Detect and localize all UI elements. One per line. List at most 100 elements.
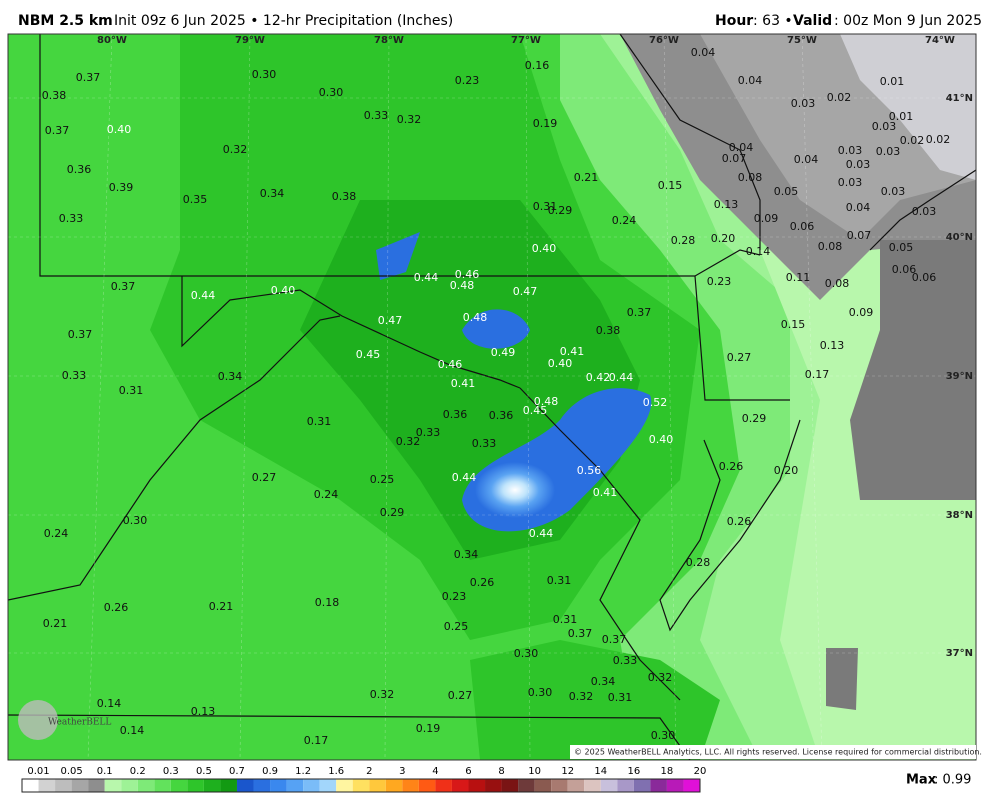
copyright: © 2025 WeatherBELL Analytics, LLC. All r…	[574, 748, 982, 757]
colorbar-tick-label: 6	[465, 766, 471, 777]
precip-label: 0.30	[514, 647, 539, 660]
precip-label: 0.01	[880, 75, 905, 88]
colorbar-tick-label: 0.7	[229, 766, 245, 777]
colorbar-swatch	[418, 779, 436, 792]
precip-label: 0.21	[209, 600, 234, 613]
precip-label: 0.38	[42, 89, 67, 102]
colorbar-swatch	[286, 779, 304, 792]
precip-label: 0.16	[525, 59, 550, 72]
colorbar-swatch	[319, 779, 337, 792]
longitude-label: 74°W	[925, 35, 955, 46]
colorbar-swatch	[170, 779, 188, 792]
colorbar-swatch	[633, 779, 651, 792]
colorbar-tick-label: 20	[694, 766, 707, 777]
colorbar-swatch	[617, 779, 634, 792]
colorbar-swatch	[303, 779, 320, 792]
precip-label: 0.33	[59, 212, 84, 225]
colorbar-swatch	[534, 779, 552, 792]
max-value: : 0.99	[934, 773, 971, 788]
precip-label: 0.27	[252, 471, 277, 484]
precip-label: 0.09	[849, 306, 874, 319]
precip-label: 0.26	[719, 460, 744, 473]
precip-label: 0.14	[97, 697, 122, 710]
precip-label: 0.31	[547, 574, 572, 587]
colorbar-swatch	[600, 779, 618, 792]
colorbar-swatch	[451, 779, 469, 792]
precip-label: 0.23	[455, 74, 480, 87]
colorbar-swatch	[270, 779, 287, 792]
valid-label: Valid	[793, 13, 832, 29]
precip-label: 0.15	[658, 179, 683, 192]
precip-label: 0.03	[881, 185, 906, 198]
precip-label: 0.37	[111, 280, 136, 293]
logo: WeatherBELL	[48, 718, 111, 728]
latitude-label: 39°N	[946, 371, 973, 382]
map-frame	[7, 33, 977, 761]
precip-label: 0.42	[586, 371, 611, 384]
precip-label: 0.03	[791, 97, 816, 110]
precip-label: 0.04	[691, 46, 716, 59]
precip-label: 0.13	[191, 705, 216, 718]
precip-label: 0.46	[455, 268, 480, 281]
longitude-label: 78°W	[374, 35, 404, 46]
colorbar-swatch	[468, 779, 486, 792]
precip-label: 0.01	[889, 110, 914, 123]
colorbar-tick-label: 1.6	[328, 766, 344, 777]
precip-label: 0.38	[332, 190, 357, 203]
precip-label: 0.20	[774, 464, 799, 477]
hour-label: Hour	[715, 13, 753, 29]
precip-label: 0.48	[534, 395, 559, 408]
colorbar-swatch	[121, 779, 138, 792]
precip-label: 0.44	[529, 527, 554, 540]
colorbar: 0.01 0.05 0.1 0.2 0.3 0.5 0.7 0.9 1.2 1.6 2 3 4 6 8 10 1…	[21, 766, 707, 793]
copyright-bg	[570, 745, 976, 759]
precip-label: 0.40	[649, 433, 674, 446]
logo-mark	[18, 700, 58, 740]
precip-label: 0.41	[451, 377, 476, 390]
precip-label: 0.23	[442, 590, 467, 603]
colorbar-tick-label: 14	[594, 766, 607, 777]
precip-label: 0.13	[820, 339, 845, 352]
precip-label: 0.02	[926, 133, 951, 146]
precip-label: 0.06	[892, 263, 917, 276]
precip-label: 0.34	[454, 548, 479, 561]
precip-label: 0.30	[528, 686, 553, 699]
colorbar-tick-label: 4	[432, 766, 438, 777]
precip-label: 0.08	[818, 240, 843, 253]
colorbar-swatch	[683, 779, 700, 792]
colorbar-swatch	[650, 779, 667, 792]
precip-label: 0.15	[781, 318, 806, 331]
colorbar-swatch	[137, 779, 155, 792]
precip-label: 0.37	[76, 71, 101, 84]
precip-label: 0.24	[44, 527, 69, 540]
precip-label: 0.19	[416, 722, 441, 735]
state-borders	[8, 34, 976, 760]
precip-label: 0.21	[574, 171, 599, 184]
colorbar-swatch	[551, 779, 568, 792]
colorbar-swatch	[253, 779, 271, 792]
precip-label: 0.27	[727, 351, 752, 364]
precip-label: 0.52	[643, 396, 668, 409]
colorbar-swatch	[104, 779, 122, 792]
precip-label: 0.24	[612, 214, 637, 227]
precip-label: 0.46	[438, 358, 463, 371]
precip-label: 0.48	[463, 311, 488, 324]
precip-label: 0.31	[307, 415, 332, 428]
precip-label: 0.14	[120, 724, 145, 737]
colorbar-swatch	[402, 779, 419, 792]
colorbar-frame	[21, 778, 701, 793]
precip-label: 0.27	[448, 689, 473, 702]
precip-label: 0.36	[67, 163, 92, 176]
longitude-label: 77°W	[511, 35, 541, 46]
colorbar-swatch	[236, 779, 254, 792]
hour-value: : 63 •	[753, 13, 793, 29]
precip-label: 0.40	[548, 357, 573, 370]
precip-label: 0.23	[707, 275, 732, 288]
precip-label: 0.28	[671, 234, 696, 247]
precip-label: 0.24	[314, 488, 339, 501]
precip-label: 0.04	[738, 74, 763, 87]
precip-label: 0.56	[577, 464, 602, 477]
colorbar-swatch	[567, 779, 585, 792]
max-label: Max	[906, 773, 937, 788]
